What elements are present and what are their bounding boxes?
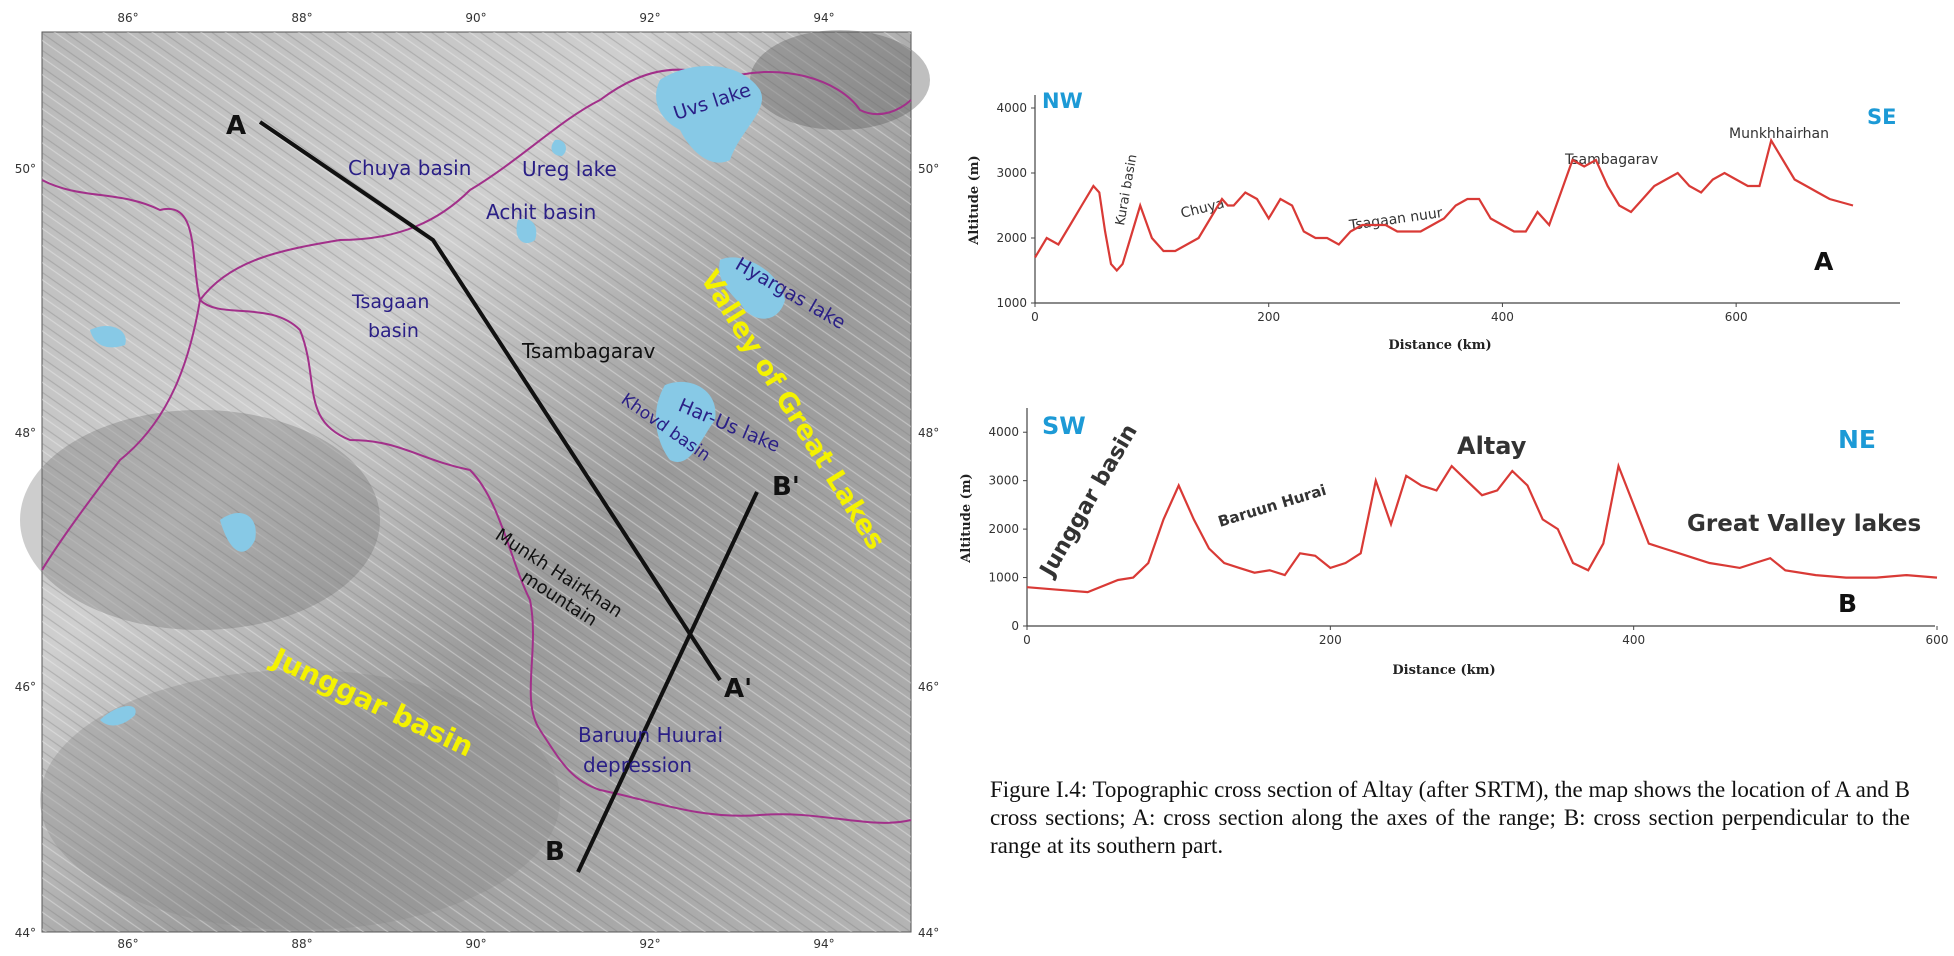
har-us-lake-shape [655,381,716,462]
profile-b-y-ticks: 0 1000 2000 3000 4000 [988,425,1027,633]
lon-tick-top: 88° [291,11,312,25]
lat-tick-right: 50° [918,162,939,176]
western-lake-shape [90,325,126,348]
profile-line-a [258,120,722,682]
longitude-ticks-top: 86° 88° 90° 92° 94° [117,11,834,25]
lat-tick-left: 48° [15,426,36,440]
profile-b-x-tick: 600 [1926,633,1949,647]
point-a-prime-label: A' [724,674,752,704]
profile-b-annotation-junggar: Junggar basin [1035,420,1143,583]
profile-a-x-tick: 600 [1725,310,1748,324]
point-b-label: B [545,837,565,867]
uvs-lake-shape [656,66,763,163]
lon-tick-top: 86° [117,11,138,25]
profile-a-ylabel: Altitude (m) [967,155,982,245]
tsambagarav-label: Tsambagarav [521,339,655,363]
profile-b-ylabel: Altitude (m) [960,473,974,563]
lon-tick-bottom: 86° [117,937,138,951]
point-b-prime-label: B' [772,472,800,502]
profile-a-end-label: A [1814,247,1834,276]
profile-a-x-tick: 200 [1257,310,1280,324]
tsagaan-basin-label-line1: Tsagaan [351,291,429,313]
baruun-huurai-label-line2: depression [583,753,692,777]
latitude-ticks-right: 50° 48° 46° 44° [918,162,939,940]
junggar-shade [40,670,560,930]
profile-a-x-tick: 400 [1491,310,1514,324]
lon-tick-bottom: 88° [291,937,312,951]
profile-b-y-tick: 4000 [988,425,1019,439]
hyargas-lake-shape [719,257,785,319]
profile-a-x-tick: 0 [1031,310,1039,324]
western-lowland-shade [20,410,380,630]
profile-b-ne-label: NE [1838,425,1876,454]
profile-b-annotation-great-valley-lakes: Great Valley lakes [1687,511,1921,537]
relief-map: A A' B B' Uvs lake Ureg lake Chuya basin… [15,11,940,951]
profile-b-x-ticks: 0 200 400 600 [1023,626,1948,647]
profile-a-y-tick: 2000 [996,231,1027,245]
relief-texture [42,32,911,932]
profile-a-chart: 1000 2000 3000 4000 0 200 400 600 Altitude (m)… [967,89,1900,353]
lon-tick-bottom: 90° [465,937,486,951]
latitude-ticks-left: 50° 48° 46° 44° [15,162,36,940]
longitude-ticks-bottom: 86° 88° 90° 92° 94° [117,937,834,951]
profile-b-sw-label: SW [1042,412,1086,440]
lon-tick-bottom: 94° [813,937,834,951]
profile-a-series-line [1034,137,1854,273]
lon-tick-top: 94° [813,11,834,25]
state-border-north [199,68,912,301]
achit-lake-shape [516,218,537,244]
profile-a-x-ticks: 0 200 400 600 [1031,303,1748,324]
profile-a-y-ticks: 1000 2000 3000 4000 [996,101,1035,310]
achit-basin-label: Achit basin [486,200,596,224]
lat-tick-right: 46° [918,680,939,694]
profile-a-nw-label: NW [1042,89,1083,113]
chuya-basin-label: Chuya basin [348,156,471,180]
profile-a-se-label: SE [1867,105,1896,129]
profile-b-y-tick: 1000 [988,571,1019,585]
profile-a-y-tick: 4000 [996,101,1027,115]
lat-tick-right: 48° [918,426,939,440]
profile-a-y-tick: 3000 [996,166,1027,180]
southwest-lake-shape [220,512,256,552]
profile-b-y-tick: 0 [1011,619,1019,633]
state-border-west [41,299,201,571]
profile-b-xlabel: Distance (km) [1392,663,1495,678]
point-a-label: A [226,111,246,141]
junggar-lake-shape [100,705,136,726]
relief-map-panel: A A' B B' Uvs lake Ureg lake Chuya basin… [0,0,960,956]
profile-b-chart: 0 1000 2000 3000 4000 0 200 400 600 Altitude (m… [960,408,1948,678]
lon-tick-top: 90° [465,11,486,25]
profile-b-series-line [1026,462,1938,594]
profile-a-annotation-chuya: Chuya [1179,196,1226,222]
profile-a-annotation-tsambagarav: Tsambagarav [1564,152,1658,168]
state-border-south [41,179,912,824]
ureg-lake-label: Ureg lake [522,157,617,181]
ureg-lake-shape [551,139,566,156]
lat-tick-right: 44° [918,926,939,940]
lon-tick-top: 92° [639,11,660,25]
profiles-panel: 1000 2000 3000 4000 0 200 400 600 Altitude (m)… [960,0,1954,956]
profile-a-y-tick: 1000 [996,296,1027,310]
uvs-basin-shade [750,30,930,130]
profile-b-end-label: B [1838,589,1857,618]
profile-b-x-tick: 200 [1319,633,1342,647]
profile-a-xlabel: Distance (km) [1388,338,1491,353]
profile-b-annotation-altay: Altay [1457,432,1527,460]
profile-b-x-tick: 0 [1023,633,1031,647]
figure-caption: Figure I.4: Topographic cross section of… [990,776,1910,860]
figure-caption-text: Figure I.4: Topographic cross section of… [990,777,1910,858]
profile-b-y-tick: 3000 [988,474,1019,488]
lat-tick-left: 44° [15,926,36,940]
lat-tick-left: 50° [15,162,36,176]
profile-line-b [576,491,759,873]
profile-b-annotation-baruun-hurai: Baruun Hurai [1216,481,1328,531]
lat-tick-left: 46° [15,680,36,694]
baruun-huurai-label-line1: Baruun Huurai [578,723,723,747]
profile-b-x-tick: 400 [1622,633,1645,647]
tsagaan-basin-label-line2: basin [368,320,419,342]
lon-tick-bottom: 92° [639,937,660,951]
profile-a-annotation-munkhhairhan: Munkhhairhan [1729,126,1829,142]
profile-b-y-tick: 2000 [988,522,1019,536]
